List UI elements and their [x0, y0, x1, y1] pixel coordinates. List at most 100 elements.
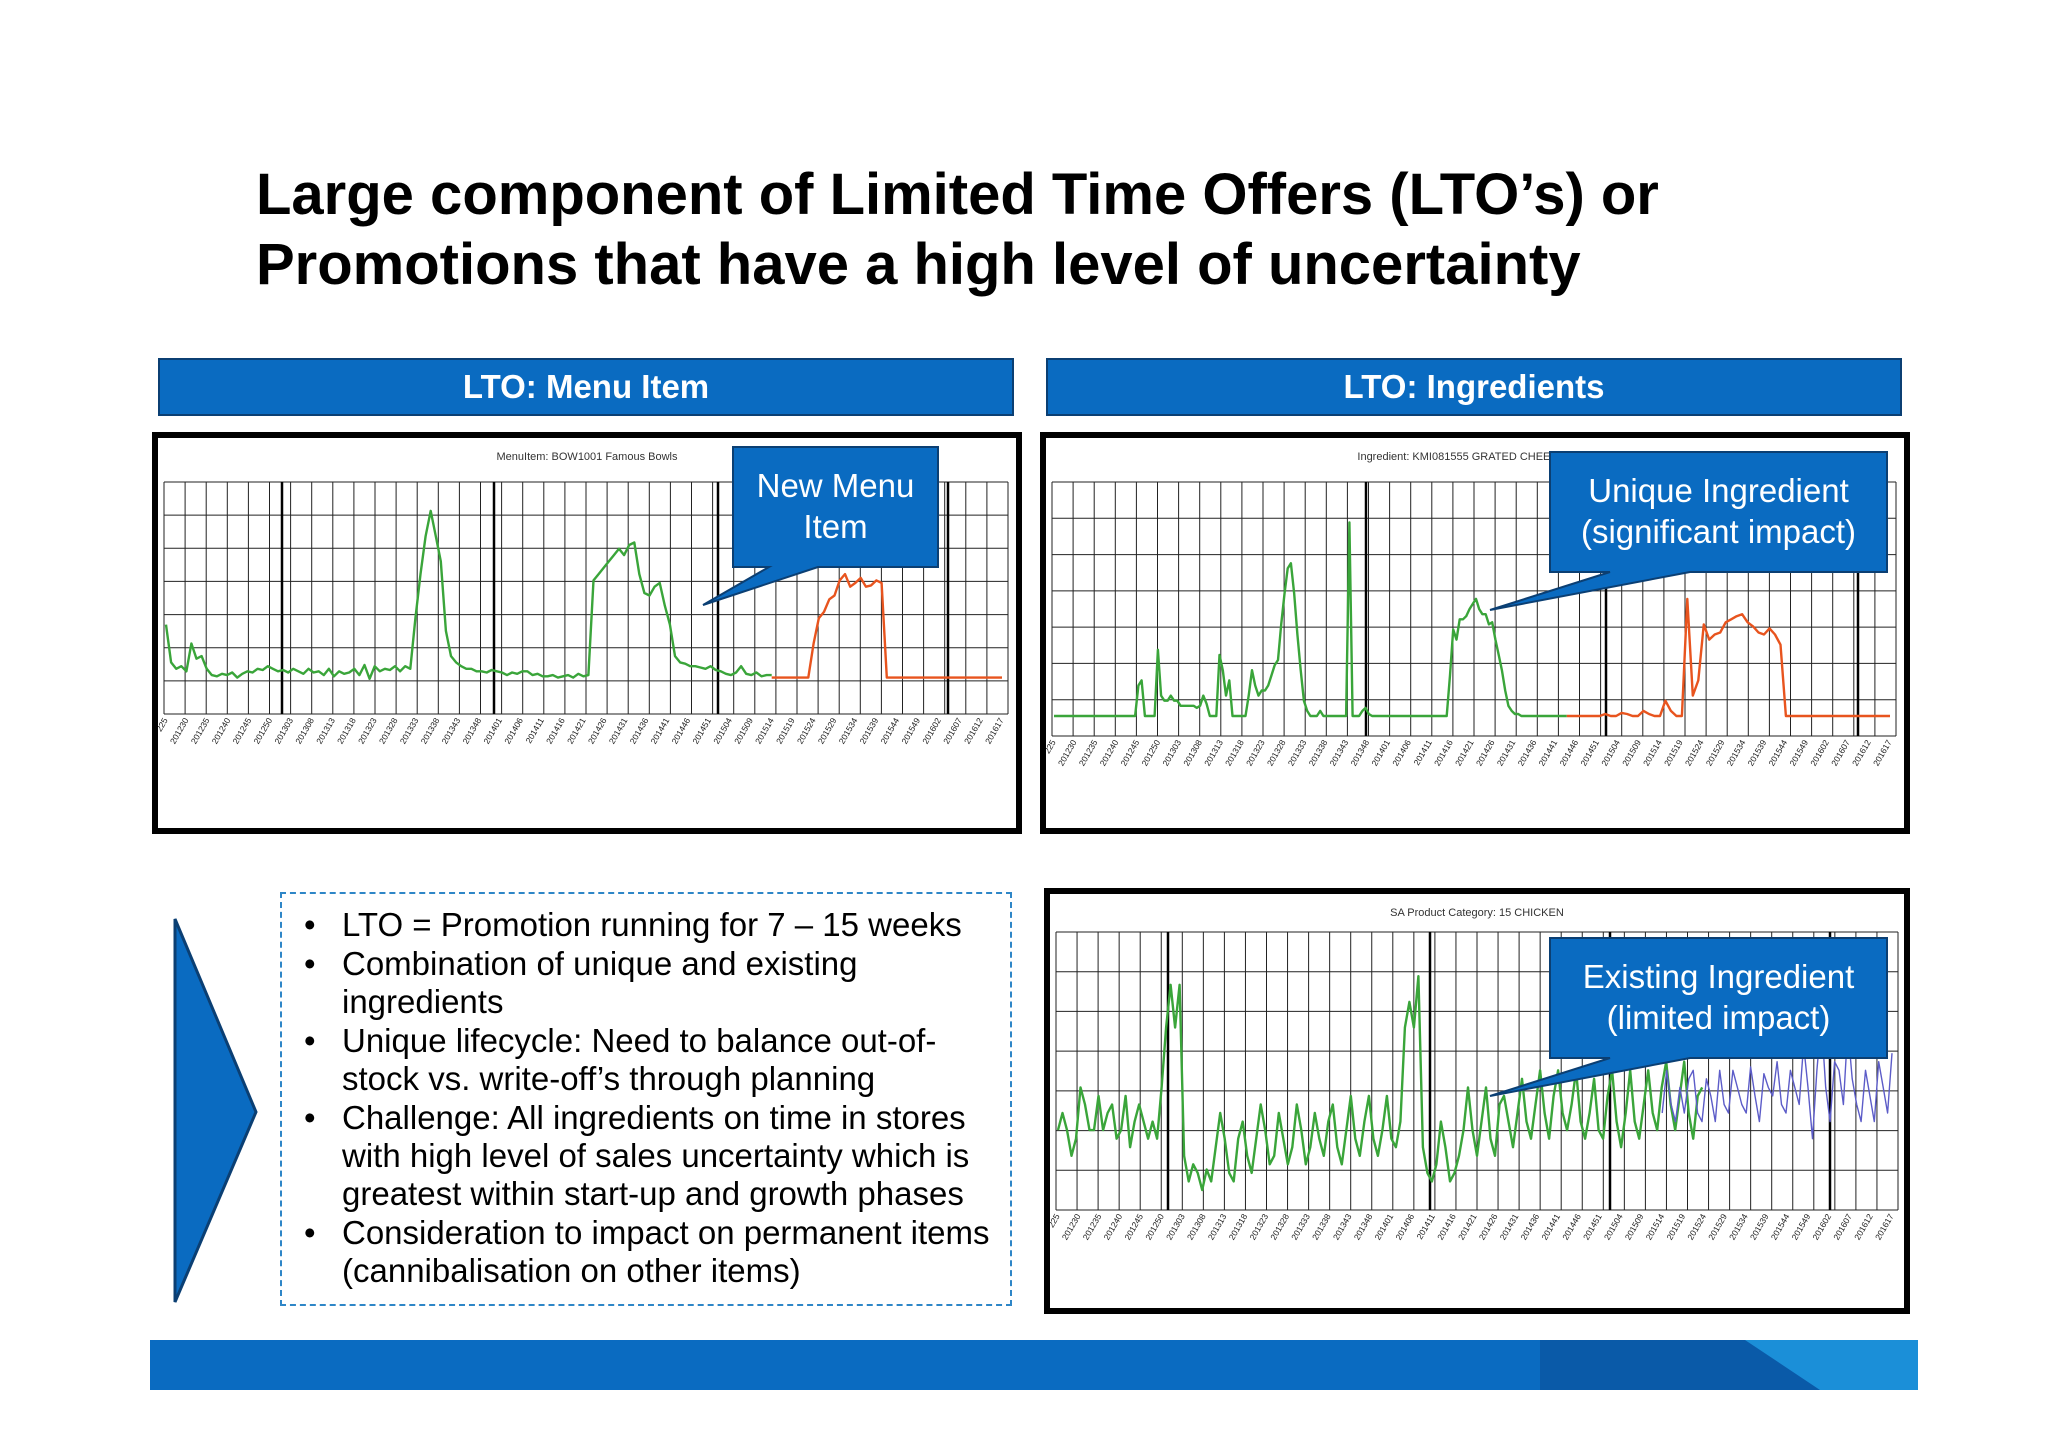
x-tick-label: 201509	[1620, 738, 1643, 768]
x-tick-label: 201451	[690, 716, 713, 746]
x-tick-label: 201602	[920, 716, 943, 746]
x-tick-label: 201441	[648, 716, 671, 746]
x-tick-label: 201401	[481, 716, 504, 746]
callout-new-menu-item-shape	[702, 446, 939, 606]
history-series-line	[1054, 521, 1567, 718]
x-tick-label: 201607	[1831, 1212, 1854, 1242]
x-tick-label: 201431	[1498, 1212, 1521, 1242]
bullet-text: Challenge: All ingredients on time in st…	[342, 1099, 970, 1212]
forecast-series-line	[1661, 1018, 1893, 1140]
x-tick-label: 201514	[1641, 738, 1664, 768]
x-tick-label: 201250	[1139, 738, 1162, 768]
bullet-text: Consideration to impact on permanent ite…	[342, 1214, 990, 1289]
bullet-dot: •	[304, 906, 316, 943]
bullet-dot: •	[304, 1214, 316, 1251]
bullet-list: • LTO = Promotion running for 7 – 15 week…	[304, 906, 1000, 1290]
header-lto-ingredients: LTO: Ingredients	[1046, 358, 1902, 416]
x-tick-label: 201446	[1560, 1212, 1583, 1242]
footer-bar	[150, 1340, 1918, 1390]
x-tick-label: 201240	[1098, 738, 1121, 768]
x-tick-label: 201607	[1829, 738, 1852, 768]
x-tick-label: 201235	[1081, 1212, 1104, 1242]
x-tick-label: 201421	[565, 716, 588, 746]
x-tick-label: 201333	[1289, 1212, 1312, 1242]
bullet-item: • Challenge: All ingredients on time in s…	[304, 1099, 1000, 1213]
x-tick-label: 201318	[1227, 1212, 1250, 1242]
forecast-series-line	[771, 572, 1002, 679]
x-tick-label: 201549	[1789, 1212, 1812, 1242]
x-tick-label: 201529	[816, 716, 839, 746]
x-tick-label: 201416	[1432, 738, 1455, 768]
x-tick-label: 201509	[732, 716, 755, 746]
x-tick-label: 201539	[1745, 738, 1768, 768]
x-tick-label: 201318	[335, 716, 358, 746]
callout-existing-ingredient-shape	[1489, 937, 1888, 1097]
x-tick-label: 201348	[1348, 738, 1371, 768]
callout-unique-ingredient-line2: (significant impact)	[1580, 513, 1857, 550]
x-tick-label: 201524	[1683, 738, 1706, 768]
x-tick-label: 201426	[586, 716, 609, 746]
x-tick-label: 201411	[1411, 738, 1434, 767]
x-tick-label: 201612	[1850, 738, 1873, 768]
bullet-item: • Unique lifecycle: Need to balance out-o…	[304, 1022, 1000, 1098]
x-tick-label: 201323	[1244, 738, 1267, 768]
chart-title: SA Product Category: 15 CHICKEN	[1390, 907, 1564, 919]
callout-new-menu-item-line2: Item	[803, 508, 868, 545]
x-tick-label: 201549	[1787, 738, 1810, 768]
x-tick-label: 201328	[1268, 1212, 1291, 1242]
x-tick-label: 201406	[1390, 738, 1413, 768]
x-tick-label: 201441	[1539, 1212, 1562, 1242]
history-series-line	[164, 509, 772, 681]
x-tick-label: 201426	[1474, 738, 1497, 768]
x-tick-label: 201338	[419, 716, 442, 746]
x-tick-label: 201308	[1181, 738, 1204, 768]
callout-existing-ingredient-line2: (limited impact)	[1606, 999, 1831, 1036]
x-tick-label: 201416	[544, 716, 567, 746]
x-tick-label: 201343	[1331, 1212, 1354, 1242]
x-tick-label: 201534	[1725, 738, 1748, 768]
x-tick-label: 201343	[1327, 738, 1350, 768]
x-tick-label: 201245	[1118, 738, 1141, 768]
x-tick-label: 201602	[1810, 1212, 1833, 1242]
bullet-item: • Combination of unique and existing ingr…	[304, 945, 1000, 1021]
x-tick-label: 201411	[523, 716, 546, 745]
x-tick-label: 201230	[1060, 1212, 1083, 1242]
x-tick-label: 201426	[1477, 1212, 1500, 1242]
x-tick-label: 201451	[1581, 1212, 1604, 1242]
x-tick-label: 201303	[1160, 738, 1183, 768]
chevron-arrow-icon	[173, 918, 258, 1303]
bullet-dot: •	[304, 945, 316, 982]
x-tick-label: 201250	[251, 716, 274, 746]
title-line-2: Promotions that have a high level of unc…	[256, 232, 1581, 297]
x-tick-label: 201411	[1415, 1212, 1438, 1241]
forecast-series-line	[1566, 597, 1890, 718]
callout-new-menu-item-line1: New Menu	[756, 467, 915, 504]
x-tick-label: 201617	[1873, 1212, 1896, 1242]
title-line-1: Large component of Limited Time Offers (…	[256, 162, 1659, 227]
x-tick-label: 201401	[1369, 738, 1392, 768]
x-tick-label: 201303	[272, 716, 295, 746]
x-tick-label: 201446	[669, 716, 692, 746]
x-tick-label: 201318	[1223, 738, 1246, 768]
bullet-text: Unique lifecycle: Need to balance out-of…	[342, 1022, 937, 1097]
x-tick-label: 201235	[1077, 738, 1100, 768]
x-tick-label: 201451	[1578, 738, 1601, 768]
x-tick-label: 201230	[168, 716, 191, 746]
x-tick-label: 201509	[1623, 1212, 1646, 1242]
x-tick-label: 201544	[878, 716, 901, 746]
x-tick-label: 201519	[1662, 738, 1685, 768]
x-tick-label: 201504	[1602, 1212, 1625, 1242]
x-tick-label: 201328	[1265, 738, 1288, 768]
x-tick-label: 201534	[1727, 1212, 1750, 1242]
x-tick-label: 201504	[711, 716, 734, 746]
x-tick-label: 201514	[1644, 1212, 1667, 1242]
x-tick-label: 225	[158, 716, 170, 734]
x-tick-label: 201612	[962, 716, 985, 746]
x-tick-label: 201421	[1456, 1212, 1479, 1242]
x-tick-label: 201534	[837, 716, 860, 746]
x-tick-label: 201323	[356, 716, 379, 746]
bullet-dot: •	[304, 1099, 316, 1136]
x-tick-label: 201529	[1706, 1212, 1729, 1242]
x-tick-label: 201338	[1310, 1212, 1333, 1242]
x-tick-label: 201245	[1122, 1212, 1145, 1242]
